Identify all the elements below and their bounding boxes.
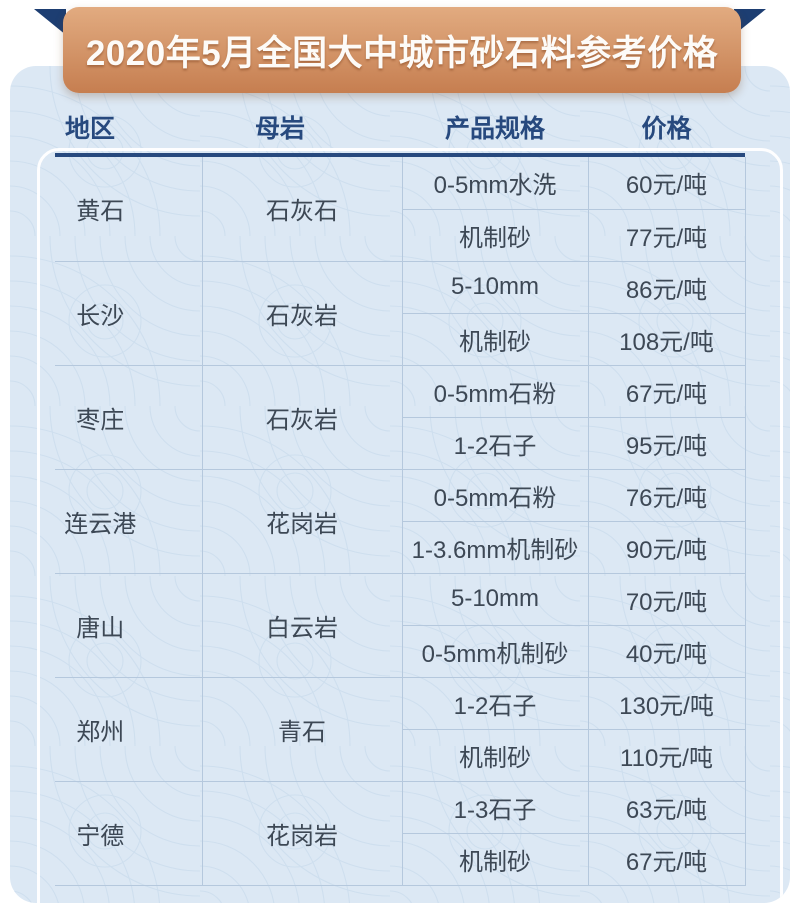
table-row: 0-5mm机制砂 40元/吨 (55, 625, 746, 678)
rock-cell: 花岗岩 (202, 781, 403, 886)
ribbon-fold-left (34, 9, 66, 35)
column-header-spec: 产品规格 (444, 114, 545, 143)
table-row: 机制砂 67元/吨 (55, 833, 746, 886)
spec-cell: 1-3.6mm机制砂 (402, 521, 589, 574)
price-table-body: 黄石 石灰石 0-5mm水洗 60元/吨 机制砂 77元/吨 长沙 石灰岩 5-10mm 86元/… (55, 157, 746, 886)
price-cell: 130元/吨 (588, 677, 746, 730)
price-cell: 108元/吨 (588, 313, 746, 366)
title-banner: 2020年5月全国大中城市砂石料参考价格 (63, 7, 741, 93)
column-header-region: 地区 (65, 114, 116, 143)
column-header-rock: 母岩 (254, 114, 305, 143)
table-row: 枣庄 石灰岩 0-5mm石粉 67元/吨 (55, 365, 746, 470)
rock-cell: 石灰岩 (202, 261, 403, 366)
rock-cell: 花岗岩 (202, 469, 403, 574)
table-row: 机制砂 108元/吨 (55, 313, 746, 366)
price-table: 地区 母岩 产品规格 价格 黄石 石灰石 0-5mm水洗 60元/吨 机制砂 77元/吨长… (55, 100, 746, 886)
spec-cell: 机制砂 (402, 209, 589, 262)
page-title: 2020年5月全国大中城市砂石料参考价格 (85, 33, 719, 73)
table-row: 黄石 石灰石 0-5mm水洗 60元/吨 (55, 157, 746, 262)
price-cell: 86元/吨 (588, 261, 746, 314)
price-cell: 90元/吨 (588, 521, 746, 574)
region-cell: 宁德 (55, 781, 203, 886)
rock-cell: 白云岩 (202, 573, 403, 678)
price-cell: 76元/吨 (588, 469, 746, 522)
spec-cell: 1-3石子 (402, 781, 589, 834)
spec-cell: 1-2石子 (402, 417, 589, 470)
spec-cell: 机制砂 (402, 313, 589, 366)
table-header-row: 地区 母岩 产品规格 价格 (55, 100, 745, 157)
price-table-grid: 黄石 石灰石 0-5mm水洗 60元/吨 机制砂 77元/吨 长沙 石灰岩 5-10mm 86元/… (55, 157, 746, 886)
region-cell: 连云港 (55, 469, 203, 574)
price-cell: 67元/吨 (588, 833, 746, 886)
spec-cell: 0-5mm石粉 (402, 365, 589, 418)
price-cell: 77元/吨 (588, 209, 746, 262)
spec-cell: 0-5mm机制砂 (402, 625, 589, 678)
region-cell: 唐山 (55, 573, 203, 678)
spec-cell: 1-2石子 (402, 677, 589, 730)
table-row: 1-3.6mm机制砂 90元/吨 (55, 521, 746, 574)
price-cell: 40元/吨 (588, 625, 746, 678)
spec-cell: 0-5mm石粉 (402, 469, 589, 522)
table-row: 宁德 花岗岩 1-3石子 63元/吨 (55, 781, 746, 886)
table-row: 机制砂 110元/吨 (55, 729, 746, 782)
region-cell: 长沙 (55, 261, 203, 366)
price-cell: 110元/吨 (588, 729, 746, 782)
table-row: 机制砂 77元/吨 (55, 209, 746, 262)
table-row: 连云港 花岗岩 0-5mm石粉 76元/吨 (55, 469, 746, 574)
table-row: 长沙 石灰岩 5-10mm 86元/吨 (55, 261, 746, 366)
price-cell: 60元/吨 (588, 157, 746, 210)
table-row: 1-2石子 95元/吨 (55, 417, 746, 470)
price-cell: 67元/吨 (588, 365, 746, 418)
price-cell: 70元/吨 (588, 573, 746, 626)
rock-cell: 青石 (202, 677, 403, 782)
table-row: 唐山 白云岩 5-10mm 70元/吨 (55, 573, 746, 678)
rock-cell: 石灰石 (202, 157, 403, 262)
spec-cell: 机制砂 (402, 833, 589, 886)
spec-cell: 0-5mm水洗 (402, 157, 589, 210)
spec-cell: 5-10mm (402, 573, 589, 626)
spec-cell: 机制砂 (402, 729, 589, 782)
spec-cell: 5-10mm (402, 261, 589, 314)
region-cell: 郑州 (55, 677, 203, 782)
region-cell: 枣庄 (55, 365, 203, 470)
region-cell: 黄石 (55, 157, 203, 262)
column-header-price: 价格 (641, 114, 692, 143)
rock-cell: 石灰岩 (202, 365, 403, 470)
price-cell: 63元/吨 (588, 781, 746, 834)
table-row: 郑州 青石 1-2石子 130元/吨 (55, 677, 746, 782)
price-cell: 95元/吨 (588, 417, 746, 470)
